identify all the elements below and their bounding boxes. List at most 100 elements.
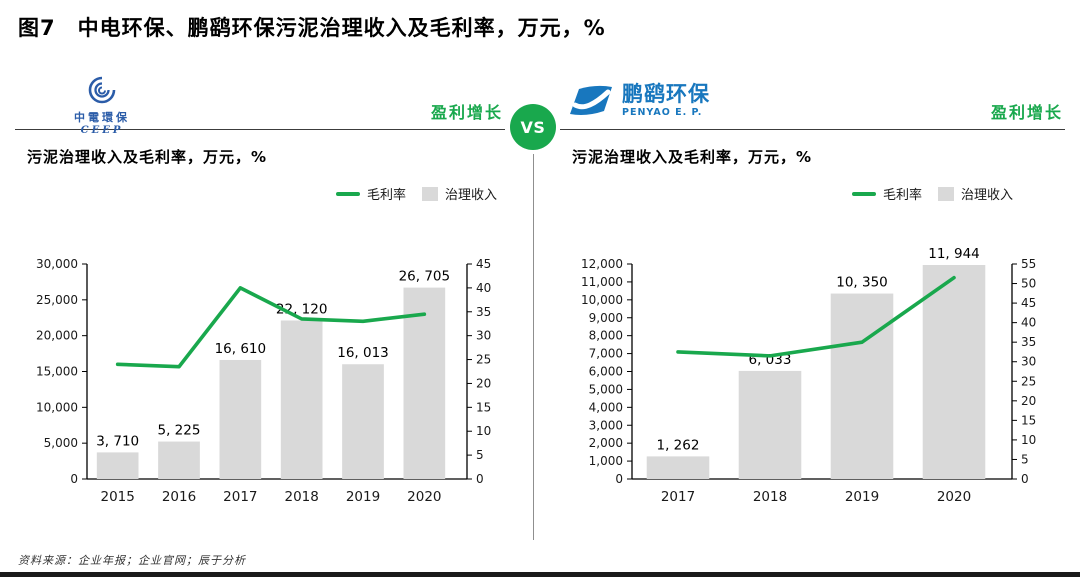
x-axis-category-label: 2018 [284,489,318,505]
panel-penyao: 鹏鹞环保 PENYAO E. P. 盈利增长 污泥治理收入及毛利率，万元，% 毛… [560,78,1065,505]
left-axis-tick-label: 4,000 [589,400,623,414]
bottom-border [0,572,1080,577]
right-axis-tick-label: 30 [1021,355,1036,369]
left-axis-tick-label: 10,000 [36,400,78,414]
revenue-bar [219,359,262,479]
revenue-bar [403,287,446,479]
x-axis-category-label: 2016 [162,489,196,505]
source-note: 资料来源：企业年报；企业官网；辰于分析 [18,554,246,567]
legend-label-revenue: 治理收入 [444,188,497,203]
legend-label-margin: 毛利率 [882,188,922,203]
revenue-margin-chart-penyao: 0 1,000 2,000 3,000 4,000 5,000 6,000 7,000 8,00… [581,246,1036,505]
right-axis-tick-label: 10 [1021,433,1036,447]
ceep-logo-name: 中電環保 [74,111,130,124]
x-axis-category-label: 2015 [100,489,134,505]
revenue-bar [280,320,323,479]
right-axis-tick-label: 30 [476,329,491,343]
left-axis-tick-label: 20,000 [36,329,78,343]
right-axis-tick-label: 25 [1021,374,1036,388]
right-axis-tick-label: 50 [1021,277,1036,291]
left-axis-tick-label: 6,000 [589,365,623,379]
x-axis-category-label: 2018 [753,489,787,505]
penyao-logo-subtitle: PENYAO E. P. [622,107,703,118]
penyao-logo-name: 鹏鹞环保 [622,82,710,106]
chart-title-ceep: 污泥治理收入及毛利率，万元，% [27,148,268,166]
left-axis-tick-label: 8,000 [589,329,623,343]
right-axis-tick-label: 20 [476,376,491,390]
margin-line-swatch [851,191,876,196]
chart-legend: 毛利率 治理收入 [335,184,497,203]
legend-item-margin: 毛利率 [335,184,406,203]
left-axis-tick-label: 5,000 [44,436,78,450]
bar-value-label: 26, 705 [399,269,451,285]
right-axis-tick-label: 35 [476,305,491,319]
ceep-logo-subtitle: CEEP [80,125,124,136]
right-axis-tick-label: 5 [476,448,484,462]
margin-line-swatch [335,191,360,196]
left-axis-tick-label: 9,000 [589,311,623,325]
legend-label-margin: 毛利率 [366,188,406,203]
left-axis-tick-label: 0 [70,472,78,486]
right-axis-tick-label: 10 [476,424,491,438]
chart-legend: 毛利率 治理收入 [851,184,1013,203]
bar-value-label: 10, 350 [836,275,888,291]
right-axis-tick-label: 25 [476,353,491,367]
revenue-bar [96,452,139,479]
revenue-bar [738,370,802,479]
x-axis-category-label: 2017 [223,489,257,505]
revenue-bar [830,293,894,479]
x-axis-category-label: 2017 [661,489,695,505]
chart-title-penyao: 污泥治理收入及毛利率，万元，% [572,148,813,166]
revenue-margin-chart-ceep: 0 5,000 10,000 15,000 20,000 25,000 30,000 0 5 10… [36,257,491,505]
ceep-logo: 中電環保 CEEP [57,76,147,136]
right-axis-tick-label: 45 [1021,296,1036,310]
x-axis-category-label: 2020 [937,489,971,505]
right-axis-tick-label: 5 [1021,452,1029,466]
left-axis-tick-label: 5,000 [589,382,623,396]
left-axis-tick-label: 2,000 [589,436,623,450]
x-axis-category-label: 2019 [346,489,380,505]
left-axis-tick-label: 30,000 [36,257,78,271]
left-axis-tick-label: 7,000 [589,347,623,361]
penyao-logo-icon [570,85,612,115]
right-axis-tick-label: 55 [1021,257,1036,271]
bar-value-label: 16, 610 [215,341,267,357]
panel-divider [533,154,534,540]
x-axis-category-label: 2019 [845,489,879,505]
page-title: 图7 中电环保、鹏鹞环保污泥治理收入及毛利率，万元，% [18,16,606,40]
panel-penyao-header: 鹏鹞环保 PENYAO E. P. 盈利增长 [560,78,1065,130]
ceep-logo-icon [88,76,116,104]
left-axis-tick-label: 1,000 [589,454,623,468]
profit-growth-tag: 盈利增长 [430,103,503,122]
revenue-bar [158,441,200,479]
right-axis-tick-label: 40 [476,281,491,295]
left-axis-tick-label: 0 [615,472,623,486]
panel-ceep-header: 中電環保 CEEP 盈利增长 [15,76,505,136]
right-axis-tick-label: 45 [476,257,491,271]
left-axis-tick-label: 12,000 [581,257,623,271]
legend-item-revenue: 治理收入 [421,184,497,203]
panel-ceep: 中電環保 CEEP 盈利增长 污泥治理收入及毛利率，万元，% 毛利率 治理收入 … [15,76,505,505]
right-axis-tick-label: 0 [1021,472,1029,486]
margin-line [676,275,956,358]
right-axis-tick-label: 20 [1021,394,1036,408]
left-axis-tick-label: 3,000 [589,418,623,432]
legend-item-revenue: 治理收入 [937,184,1013,203]
penyao-logo-text: 鹏鹞环保 PENYAO E. P. [622,82,710,119]
profit-growth-tag: 盈利增长 [990,103,1063,122]
legend-item-margin: 毛利率 [851,184,922,203]
penyao-logo: 鹏鹞环保 PENYAO E. P. [568,84,710,118]
bar-value-label: 16, 013 [337,345,389,361]
vs-badge: VS [510,104,556,150]
bar-value-label: 5, 225 [158,423,201,439]
right-axis-tick-label: 35 [1021,335,1036,349]
right-axis-tick-label: 40 [1021,316,1036,330]
bar-value-label: 11, 944 [928,246,980,262]
left-axis-tick-label: 15,000 [36,365,78,379]
legend-label-revenue: 治理收入 [960,188,1013,203]
left-axis-tick-label: 11,000 [581,275,623,289]
revenue-bar-swatch [421,186,438,201]
right-axis-tick-label: 15 [1021,413,1036,427]
left-axis-tick-label: 25,000 [36,293,78,307]
